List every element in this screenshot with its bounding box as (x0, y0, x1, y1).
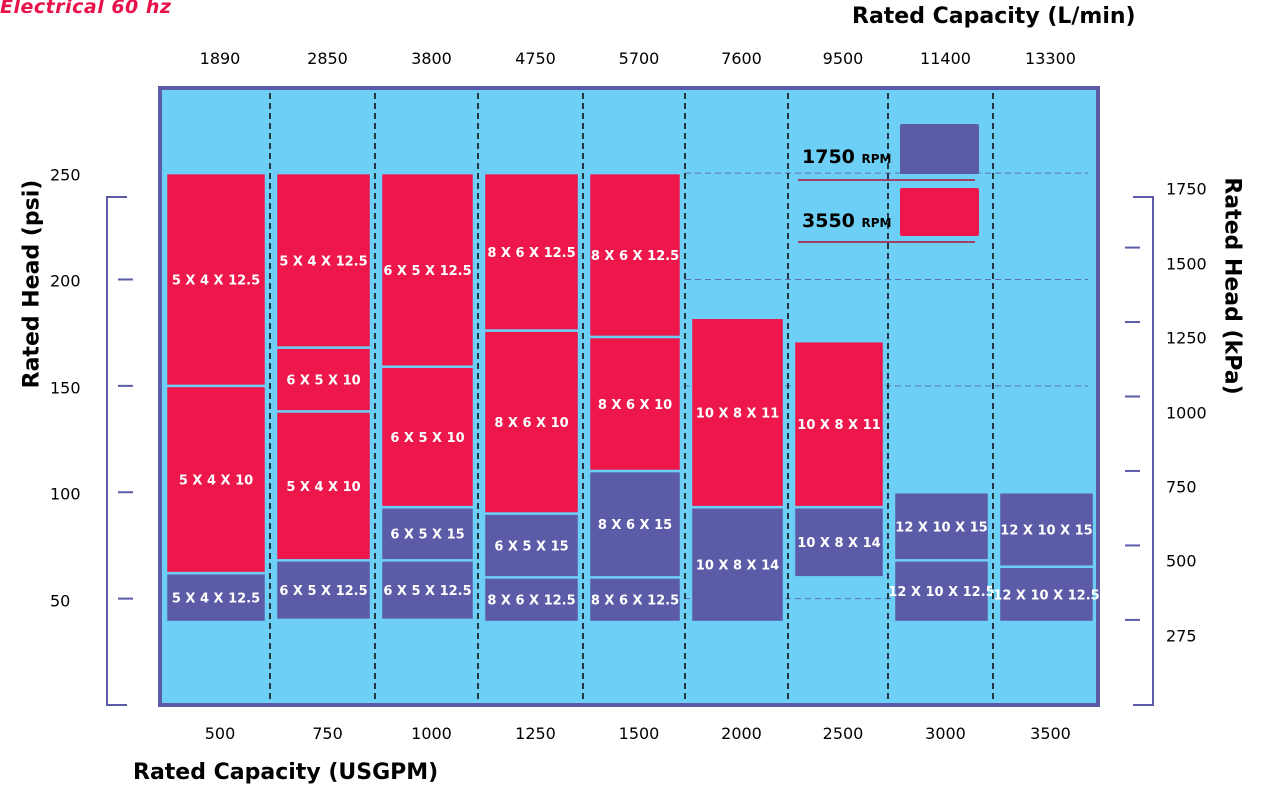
bar-3550 (587, 171, 683, 339)
bar-3550 (587, 335, 683, 473)
right-tick-label: 500 (1166, 551, 1197, 571)
bar-1750 (482, 576, 581, 624)
right-tick-label: 275 (1166, 626, 1197, 646)
legend-unit-1750: RPM (861, 152, 892, 166)
top-tick-label: 7600 (721, 49, 762, 68)
bottom-tick-label: 3500 (1030, 724, 1071, 743)
bar-label: 10 X 8 X 14 (696, 559, 779, 574)
bottom-tick-label: 2500 (822, 724, 864, 743)
bottom-tick-label: 2000 (721, 724, 762, 743)
bar-label: 6 X 5 X 12.5 (383, 584, 471, 599)
legend-unit-3550: RPM (861, 216, 892, 230)
bar-label: 8 X 6 X 12.5 (591, 249, 679, 264)
bottom-axis-title: Rated Capacity (USGPM) (133, 760, 439, 785)
bar-1750 (997, 565, 1096, 624)
bar-label: 5 X 4 X 12.5 (172, 273, 260, 288)
top-tick-label: 5700 (618, 49, 660, 68)
legend-label-1750: 1750 RPM (802, 146, 892, 168)
legend-label-3550: 3550 RPM (802, 210, 892, 232)
bar-1750 (587, 469, 683, 579)
bottom-tick-label: 1000 (411, 724, 452, 743)
bar-3550 (689, 316, 786, 509)
bar-label: 10 X 8 X 11 (797, 418, 880, 433)
bar-1750 (997, 490, 1096, 568)
legend-swatch-3550 (900, 188, 979, 236)
bar-label: 8 X 6 X 12.5 (487, 594, 575, 609)
bar-3550 (482, 171, 581, 332)
left-axis-bracket (106, 196, 127, 706)
bar-1750 (792, 505, 886, 579)
bar-3550 (274, 171, 373, 349)
legend-value-3550: 3550 (802, 210, 855, 232)
top-tick-label: 9500 (822, 49, 864, 68)
bar-1750 (587, 576, 683, 624)
bar-1750 (274, 559, 373, 622)
bar-label: 8 X 6 X 10 (494, 416, 568, 431)
left-tick-label: 50 (50, 591, 71, 611)
right-tick-label: 750 (1166, 477, 1197, 497)
bar-3550 (379, 171, 476, 368)
left-tick-label: 100 (50, 484, 81, 504)
bar-1750 (482, 512, 581, 579)
right-tick-label: 1000 (1166, 403, 1207, 422)
bar-label: 5 X 4 X 10 (286, 480, 360, 495)
bar-label: 6 X 5 X 12.5 (279, 584, 367, 599)
top-tick-label: 13300 (1025, 49, 1076, 68)
bottom-tick-label: 750 (312, 724, 343, 743)
chart-subtitle: Electrical 60 hz (0, 0, 172, 18)
bar-label: 6 X 5 X 10 (390, 431, 464, 446)
bar-label: 12 X 10 X 12.5 (888, 585, 994, 600)
bar-1750 (164, 571, 268, 624)
legend-value-1750: 1750 (802, 146, 855, 168)
top-tick-label: 4750 (515, 49, 556, 68)
right-tick-label: 1750 (1166, 179, 1207, 199)
bar-label: 8 X 6 X 12.5 (487, 246, 575, 261)
top-tick-label: 1890 (199, 49, 241, 68)
bar-label: 12 X 10 X 15 (895, 520, 987, 535)
bar-3550 (482, 329, 581, 515)
right-axis-bracket (1133, 196, 1154, 706)
bottom-tick-label: 1250 (515, 724, 556, 743)
bottom-tick-label: 3000 (925, 724, 966, 743)
bar-label: 5 X 4 X 12.5 (279, 254, 367, 269)
bar-label: 12 X 10 X 12.5 (993, 588, 1099, 603)
bar-label: 8 X 6 X 12.5 (591, 594, 679, 609)
left-tick-label: 200 (50, 271, 81, 291)
bar-3550 (792, 339, 886, 509)
bar-label: 6 X 5 X 10 (286, 373, 360, 388)
top-tick-label: 2850 (307, 49, 348, 68)
bar-3550 (379, 365, 476, 509)
bar-label: 6 X 5 X 12.5 (383, 264, 471, 279)
top-axis-title: Rated Capacity (L/min) (852, 4, 1136, 29)
bar-label: 12 X 10 X 15 (1000, 523, 1092, 538)
legend-swatch-1750 (900, 124, 979, 174)
right-tick-label: 1250 (1166, 328, 1207, 348)
right-tick-label: 1500 (1166, 254, 1207, 274)
top-tick-label: 3800 (411, 49, 452, 68)
top-tick-label: 11400 (920, 49, 971, 68)
bar-label: 10 X 8 X 11 (696, 406, 779, 421)
bar-1750 (379, 505, 476, 562)
bottom-tick-label: 500 (204, 724, 236, 743)
bar-label: 5 X 4 X 12.5 (172, 592, 260, 607)
bar-1750 (892, 490, 991, 562)
bar-label: 8 X 6 X 15 (598, 518, 672, 533)
bar-label: 6 X 5 X 15 (494, 539, 568, 554)
bottom-tick-label: 1500 (618, 724, 660, 743)
bar-label: 8 X 6 X 10 (598, 398, 672, 413)
bar-label: 10 X 8 X 14 (797, 536, 880, 551)
left-tick-label: 250 (50, 165, 81, 185)
bar-label: 5 X 4 X 10 (179, 473, 253, 488)
bar-3550 (164, 171, 268, 388)
bar-label: 6 X 5 X 15 (390, 528, 464, 543)
left-tick-label: 150 (50, 378, 81, 398)
